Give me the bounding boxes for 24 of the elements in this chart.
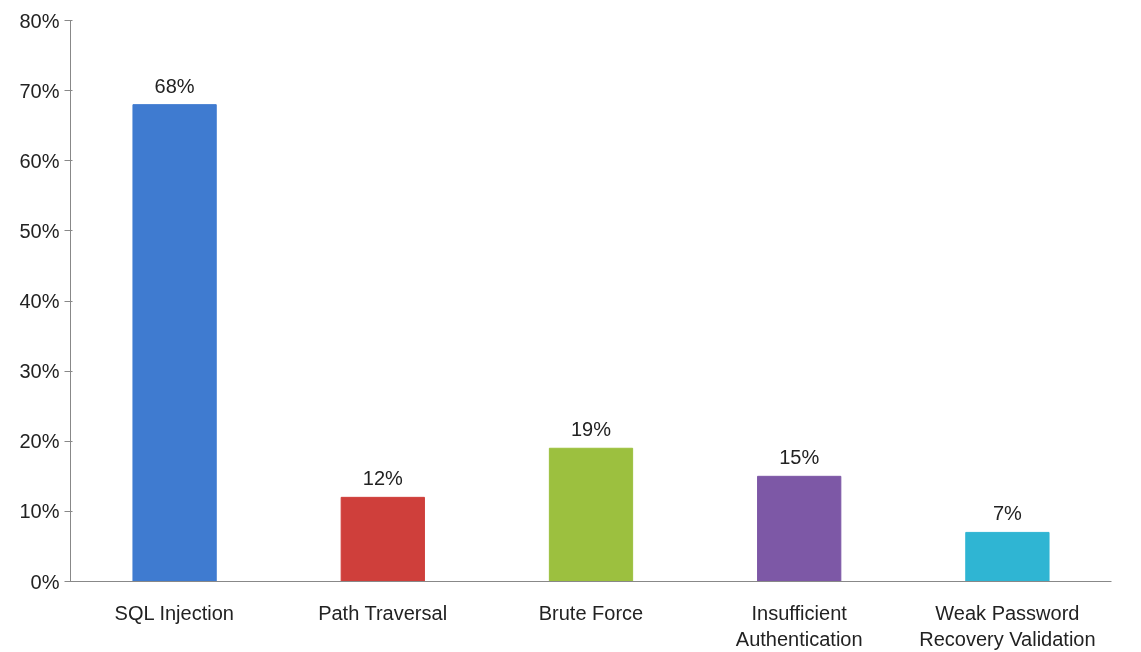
x-tick-label: Weak Password Recovery Validation bbox=[919, 601, 1096, 650]
y-tick-label: 0% bbox=[30, 570, 60, 593]
bar bbox=[965, 531, 1050, 582]
y-tick-label: 20% bbox=[19, 430, 60, 453]
data-label: 15% bbox=[779, 446, 820, 469]
bar bbox=[757, 475, 842, 582]
data-label: 7% bbox=[992, 502, 1023, 525]
bar bbox=[132, 104, 217, 582]
data-label: 68% bbox=[154, 74, 195, 97]
y-tick-label: 30% bbox=[19, 360, 60, 383]
y-tick-label: 70% bbox=[19, 79, 60, 102]
bar bbox=[340, 496, 425, 582]
data-label: 12% bbox=[362, 467, 404, 490]
data-label: 19% bbox=[570, 418, 612, 441]
bar bbox=[548, 447, 634, 582]
y-tick-label: 40% bbox=[19, 290, 60, 312]
x-tick-label: Path Traversal bbox=[318, 601, 448, 624]
y-tick-label: 10% bbox=[19, 500, 60, 523]
x-tick-label: SQL Injection bbox=[114, 601, 234, 624]
y-tick-label: 50% bbox=[19, 219, 60, 242]
y-tick-label: 60% bbox=[19, 149, 60, 172]
x-tick-label: Brute Force bbox=[538, 601, 644, 624]
x-tick-label: Insufficient Authentication bbox=[735, 601, 863, 650]
y-tick-label: 80% bbox=[19, 9, 60, 32]
